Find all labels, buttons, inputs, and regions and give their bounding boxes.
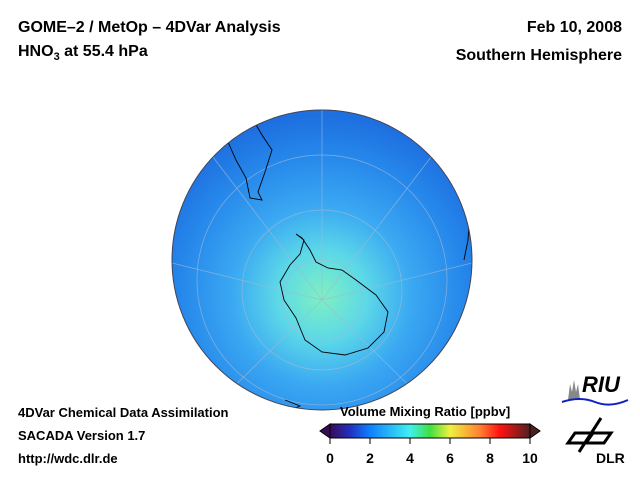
riu-logo-mark	[561, 380, 629, 406]
colorbar-tick: 4	[406, 450, 414, 466]
colorbar-over-arrow	[529, 423, 541, 439]
footer-line2: SACADA Version 1.7	[18, 428, 146, 443]
species-subscript: 3	[53, 51, 60, 64]
colorbar-tick: 8	[486, 450, 494, 466]
colorbar-title: Volume Mixing Ratio [ppbv]	[340, 404, 511, 419]
title-line2: HNO3 at 55.4 hPa	[18, 43, 148, 63]
colorbar-tick: 6	[446, 450, 454, 466]
footer-line1: 4DVar Chemical Data Assimilation	[18, 405, 229, 420]
colorbar-under-arrow	[319, 423, 331, 439]
riu-logo-text: RIU	[582, 372, 620, 397]
dlr-logo-mark	[565, 417, 614, 453]
title-line1: GOME–2 / MetOp – 4DVar Analysis	[18, 19, 281, 36]
species: HNO	[18, 43, 54, 60]
colorbar	[319, 423, 541, 444]
colorbar-tick: 2	[366, 450, 374, 466]
date-label: Feb 10, 2008	[526, 19, 622, 36]
pressure-level: at 55.4 hPa	[59, 43, 148, 60]
region-label: Southern Hemisphere	[455, 47, 622, 64]
colorbar-tick: 10	[522, 450, 538, 466]
footer-url[interactable]: http://wdc.dlr.de	[18, 451, 118, 466]
colorbar-tick: 0	[326, 450, 334, 466]
dlr-logo-text: DLR	[596, 450, 625, 466]
